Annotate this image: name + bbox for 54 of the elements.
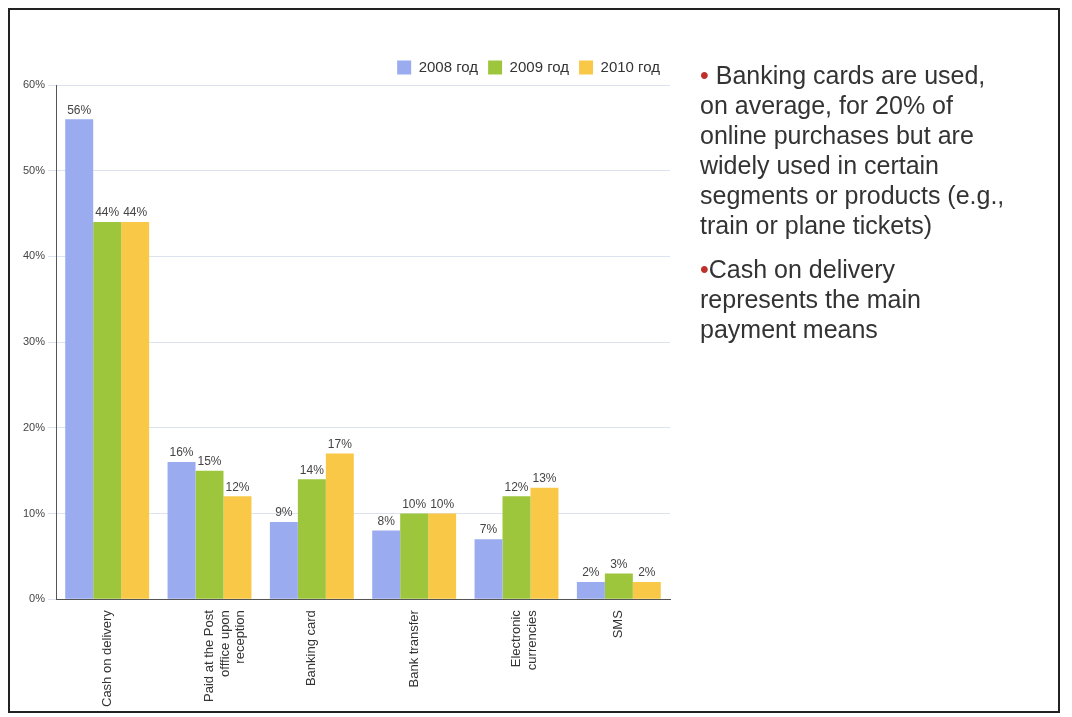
x-tick-label: Electronic currencies	[508, 609, 539, 671]
bar	[269, 522, 298, 599]
data-label: 2%	[638, 565, 656, 580]
bar	[121, 222, 150, 599]
data-label: 10%	[402, 496, 427, 511]
x-tick-label: Banking card	[303, 610, 319, 687]
y-tick-label: 50%	[22, 163, 46, 176]
data-label: 12%	[504, 479, 529, 494]
bar	[474, 539, 503, 599]
y-tick-label: 10%	[22, 506, 46, 519]
bar	[195, 470, 224, 599]
data-label: 12%	[225, 479, 250, 494]
y-tick-label: 60%	[22, 78, 46, 91]
data-label: 2%	[582, 565, 600, 580]
legend-label: 2008 год	[418, 57, 479, 75]
x-tick-label: Paid at the Post offfice upon reception	[201, 609, 248, 702]
bar	[223, 496, 252, 599]
bar	[530, 487, 559, 599]
y-tick-label: 0%	[29, 592, 46, 605]
bar	[604, 573, 633, 599]
data-label: 44%	[95, 205, 120, 220]
data-label: 14%	[299, 462, 325, 477]
data-label: 15%	[197, 453, 222, 468]
bar	[502, 496, 531, 599]
bar	[93, 222, 122, 599]
bar	[632, 582, 661, 599]
data-label: 9%	[275, 505, 293, 520]
x-tick-label: Bank transfer	[405, 609, 421, 688]
x-tick-label: SMS	[610, 609, 626, 639]
y-tick-label: 40%	[22, 249, 46, 262]
data-label: 3%	[610, 556, 628, 571]
text: • Banking cards are used, on average, for 20% of online purchases but are widely used in certain segments or products (e.g., train or plane tickets)	[700, 60, 1006, 240]
data-label: 56%	[67, 102, 92, 117]
bar	[65, 119, 94, 599]
bar	[576, 582, 605, 599]
bar	[167, 462, 196, 599]
bar	[400, 513, 429, 599]
legend-label: 2009 год	[509, 57, 570, 75]
bar	[297, 479, 326, 599]
bar	[325, 453, 354, 599]
data-label: 16%	[169, 445, 194, 460]
data-label: 17%	[327, 436, 353, 451]
data-label: 10%	[430, 496, 455, 511]
bar	[372, 530, 401, 599]
data-label: 7%	[479, 522, 498, 537]
legend-label: 2010 год	[600, 57, 661, 75]
x-tick-label: Cash on delivery	[98, 609, 114, 707]
y-tick-label: 20%	[22, 420, 46, 433]
data-label: 13%	[532, 471, 557, 486]
data-label: 44%	[123, 205, 148, 220]
y-tick-label: 30%	[22, 335, 46, 348]
data-label: 8%	[377, 513, 396, 528]
text: •Cash on delivery represents the main payment means	[700, 254, 922, 344]
bar	[428, 513, 457, 599]
